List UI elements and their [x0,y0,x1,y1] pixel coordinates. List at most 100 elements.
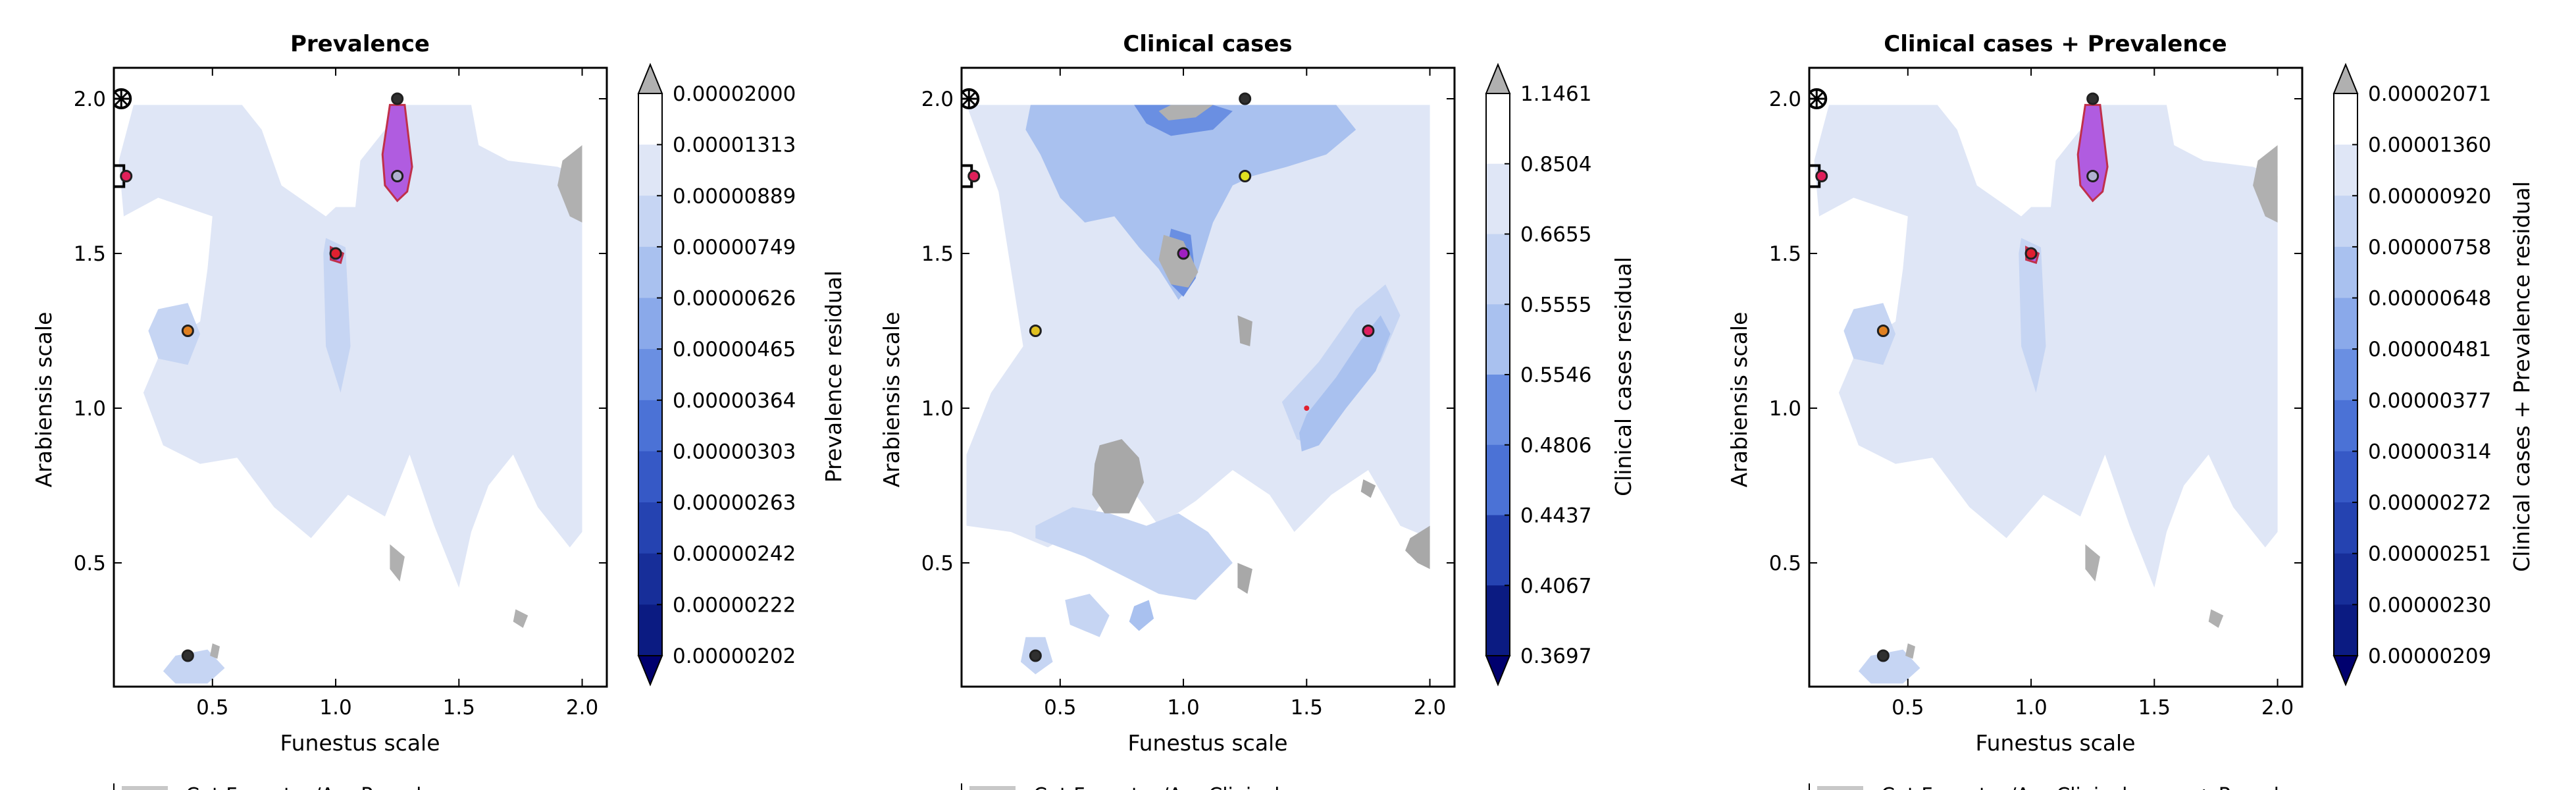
contour-region [1299,315,1391,452]
data-point [120,170,133,182]
data-point [1177,247,1190,260]
contour-region [2253,145,2278,223]
colorbar-segment [1486,163,1510,234]
legend-swatch [969,786,1016,790]
colorbar-tick-label: 0.4806 [1520,434,1591,458]
colorbar-label: Clinical cases + Prevalence residual [2509,181,2535,571]
plot-frame [1808,66,2304,688]
colorbar-segment [2334,246,2357,299]
chart-title: Prevalence [290,31,430,57]
contour-region [210,643,220,659]
colorbar-tick-label: 0.00000889 [673,184,796,208]
colorbar-segment [1486,375,1510,446]
colorbar-tick-label: 1.1461 [1520,82,1591,106]
y-tick-label: 1.5 [1769,242,1801,266]
x-tick-label: 1.5 [443,696,475,720]
colorbar-segment [1486,515,1510,586]
colorbar-tick-label: 0.8504 [1520,153,1591,176]
plot-frame [113,66,608,688]
colorbar-segment [638,604,662,656]
colorbar-segment [638,502,662,554]
contour-region [1405,525,1430,569]
colorbar-segment [1486,444,1510,515]
contour-region [1158,234,1198,288]
colorbar-tick-label: 0.00000648 [2368,287,2491,311]
colorbar-tick-label: 0.00000758 [2368,236,2491,259]
contour-region [2019,238,2046,393]
contour-region [513,609,528,628]
x-tick-label: 0.5 [1892,696,1924,720]
colorbar-segment [2334,400,2357,452]
y-tick-label: 1.5 [921,242,954,266]
contour-region [1092,439,1145,514]
y-tick-label: 0.5 [74,552,106,575]
colorbar-segment [2334,93,2357,145]
data-point [1029,325,1042,337]
y-tick-label: 1.0 [921,397,954,421]
colorbar-segment [2334,553,2357,605]
data-point [1876,325,1890,337]
contour-area [1809,68,2302,687]
colorbar-segment [638,196,662,248]
data-point [1239,92,1252,105]
colorbar-frame [638,93,663,656]
colorbar-segment [2334,349,2357,401]
contour-region [1858,649,1920,684]
contour-area [114,68,607,687]
colorbar-segment [2334,604,2357,656]
colorbar-tick-label: 0.00001360 [2368,134,2491,157]
colorbar-segment [2334,144,2357,196]
contour-region [1025,105,1356,300]
colorbar-label: Clinical cases residual [1610,257,1636,496]
colorbar-tick-label: 0.00000377 [2368,389,2491,413]
colorbar-tick-label: 0.00000481 [2368,338,2491,361]
colorbar-tick-label: 0.00000272 [2368,491,2491,515]
colorbar-label: Prevalence residual [821,271,846,483]
colorbar-tick-label: 0.00002071 [2368,82,2491,106]
contour-region [1129,600,1154,631]
contour-region [1237,563,1252,594]
colorbar-tick-label: 0.00001313 [673,134,796,157]
legend-text: Cut Funestus/Ara Prevalence [186,784,469,790]
contour-region [1158,105,1213,120]
colorbar-segment [638,400,662,452]
contour-region [163,649,225,684]
colorbar-tick-label: 0.00000209 [2368,645,2491,668]
contour-region [390,544,405,582]
x-tick-label: 1.5 [2138,696,2171,720]
data-point [391,170,404,182]
legend-text: Cut Funestus/Ara Clinical cases + Preval… [1881,784,2327,790]
data-point [967,170,981,182]
colorbar-tick-label: 0.00002000 [673,82,796,106]
data-point [181,649,194,662]
x-tick-label: 2.0 [566,696,598,720]
plot-frame [960,66,1456,688]
panel-clinical-cases: Clinical cases Funestus scale Arabiensis… [879,31,1636,790]
contour-region [2076,103,2109,203]
colorbar-segment [638,298,662,350]
contour-region [323,238,351,393]
y-axis-label: Arabiensis scale [879,312,904,488]
contour-region [381,103,413,203]
colorbar-segment [638,246,662,299]
legend-swatch [1817,786,1863,790]
y-tick-label: 1.0 [1769,397,1801,421]
contour-region [1134,105,1233,136]
x-tick-label: 1.0 [319,696,351,720]
colorbar-tick-label: 0.5555 [1520,293,1591,317]
y-tick-label: 1.0 [74,397,106,421]
x-tick-label: 2.0 [1414,696,1446,720]
y-tick-label: 0.5 [921,552,954,575]
legend-text: Cut Funestus/Ara Clinical [1033,784,1279,790]
data-point [391,92,404,105]
contour-region [1281,284,1401,446]
data-point [2024,247,2038,260]
contour-region [1814,105,2278,588]
colorbar-tick-label: 0.00000303 [673,440,796,463]
y-axis-label: Arabiensis scale [1726,312,1752,488]
contour-region [1237,315,1252,346]
colorbar-tick-label: 0.00000263 [673,491,796,515]
chart-title: Clinical cases + Prevalence [1884,31,2227,57]
x-tick-label: 1.0 [2015,696,2047,720]
